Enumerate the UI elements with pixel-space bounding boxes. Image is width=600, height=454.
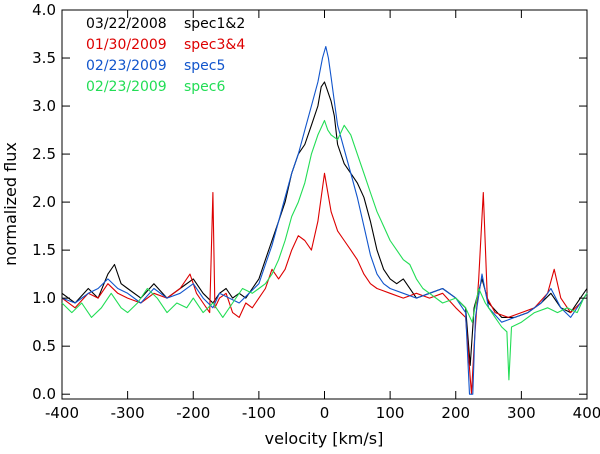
legend-series-name: spec6 xyxy=(184,79,225,95)
x-tick-label: -100 xyxy=(242,404,276,422)
legend: 03/22/2008 spec1&2 01/30/2009 spec3&4 02/23/… xyxy=(86,16,245,95)
x-axis-label: velocity [km/s] xyxy=(265,429,384,448)
x-tick-label: -200 xyxy=(176,404,210,422)
y-tick-label: 3.0 xyxy=(32,97,56,115)
x-tick-label: -300 xyxy=(111,404,145,422)
series-line-spec5 xyxy=(61,45,588,395)
y-tick-label: 0.5 xyxy=(32,337,56,355)
y-tick-label: 2.5 xyxy=(32,145,56,163)
y-tick-label: 0.0 xyxy=(32,385,56,403)
legend-date: 02/23/2009 xyxy=(86,79,167,95)
legend-date: 01/30/2009 xyxy=(86,37,167,53)
y-tick-label: 4.0 xyxy=(32,1,56,19)
x-tick-label: 400 xyxy=(573,404,600,422)
y-tick-label: 1.0 xyxy=(32,289,56,307)
x-tick-label: 200 xyxy=(441,404,470,422)
legend-series-name: spec5 xyxy=(184,58,225,74)
legend-series-name: spec3&4 xyxy=(184,37,245,53)
series-line-spec3-4 xyxy=(61,172,588,395)
legend-date: 03/22/2008 xyxy=(86,16,167,32)
tick-layer: -400 -300 -200 -100 0 100 200 300 400 0.0 0.5 1.0 1.… xyxy=(32,1,600,422)
x-tick-label: 100 xyxy=(376,404,405,422)
y-tick-label: 2.0 xyxy=(32,193,56,211)
x-tick-label: 300 xyxy=(507,404,536,422)
x-tick-label: 0 xyxy=(320,404,330,422)
y-axis-label: normalized flux xyxy=(1,142,20,266)
series-layer xyxy=(61,45,588,395)
series-line-spec6 xyxy=(61,119,588,381)
y-tick-label: 1.5 xyxy=(32,241,56,259)
legend-series-name: spec1&2 xyxy=(184,16,245,32)
x-tick-label: -400 xyxy=(45,404,79,422)
y-tick-label: 3.5 xyxy=(32,49,56,67)
series-line-spec1-2 xyxy=(61,81,588,366)
legend-date: 02/23/2009 xyxy=(86,58,167,74)
